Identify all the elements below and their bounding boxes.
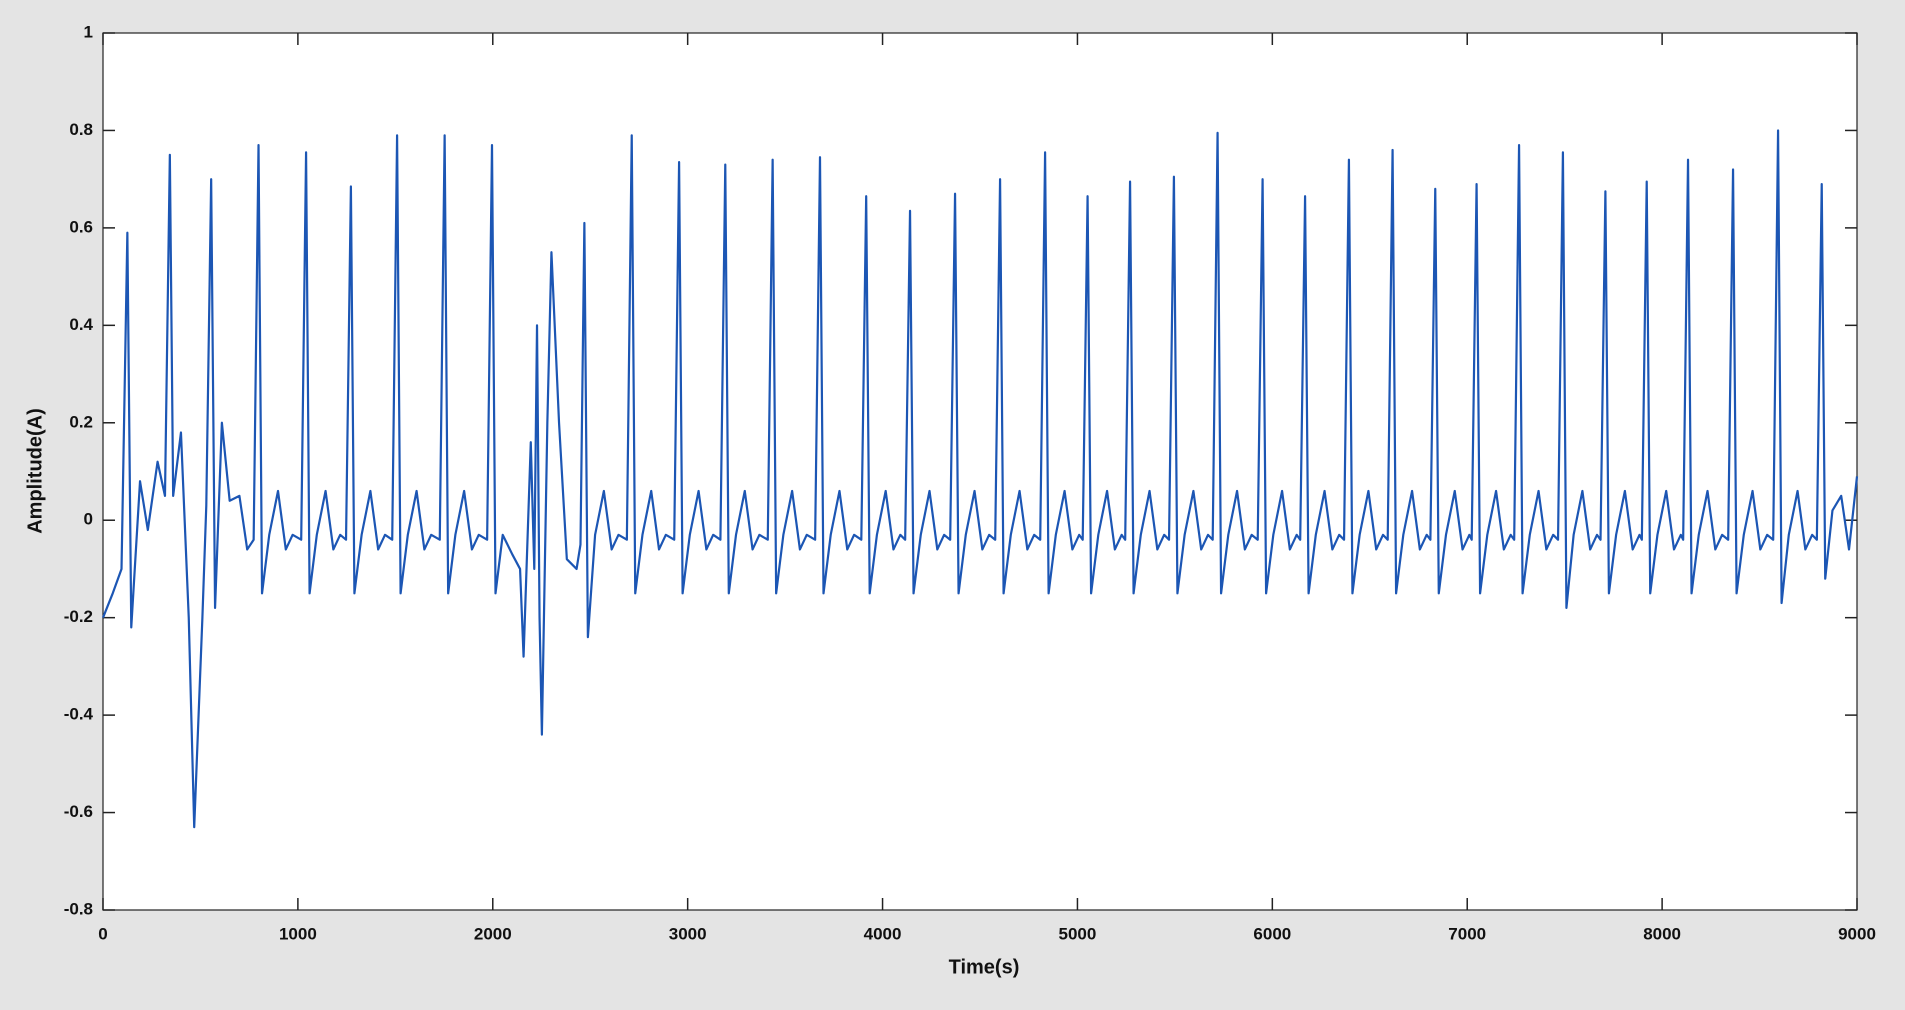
x-axis-label: Time(s) <box>949 956 1020 978</box>
x-tick-label: 6000 <box>1253 924 1291 943</box>
plot-area <box>102 32 1858 911</box>
x-tick-label: 1000 <box>279 924 317 943</box>
y-tick-label: 0.8 <box>69 120 93 139</box>
y-tick-label: 1 <box>84 22 93 41</box>
x-tick-label: 8000 <box>1643 924 1681 943</box>
x-tick-label: 5000 <box>1059 924 1097 943</box>
y-tick-label: -0.2 <box>64 607 93 626</box>
y-tick-label: -0.6 <box>64 802 93 821</box>
y-tick-label: 0.2 <box>69 412 93 431</box>
y-tick-label: -0.4 <box>64 705 94 724</box>
x-tick-label: 7000 <box>1448 924 1486 943</box>
x-tick-label: 4000 <box>864 924 902 943</box>
y-tick-label: 0 <box>84 510 93 529</box>
x-tick-label: 2000 <box>474 924 512 943</box>
y-tick-label: 0.6 <box>69 217 93 236</box>
x-tick-label: 3000 <box>669 924 707 943</box>
x-tick-label: 9000 <box>1838 924 1876 943</box>
line-series <box>101 129 1859 829</box>
y-tick-label: 0.4 <box>69 315 93 334</box>
x-tick-label: 0 <box>98 924 107 943</box>
y-tick-label: -0.8 <box>64 899 93 918</box>
y-axis-label: Amplitude(A) <box>24 408 46 534</box>
